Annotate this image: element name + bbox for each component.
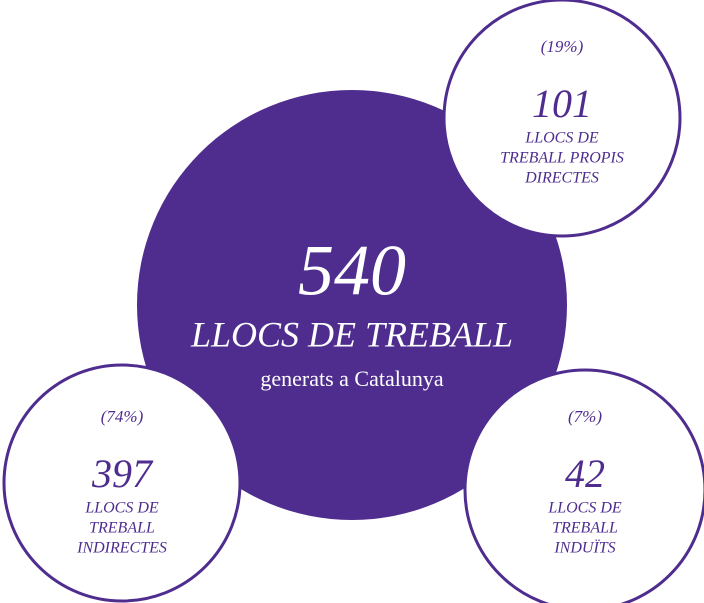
node-label: INDUÏTS [553,539,615,557]
node-circle [2,363,242,603]
node-percent: (74%) [101,407,144,426]
node-value: 42 [565,451,605,496]
node-label: LLOCS DE [524,130,599,147]
node-circle [442,0,682,238]
node-label: LLOCS DE [547,500,622,517]
main-value: 540 [298,231,406,311]
node-label: TREBALL [552,520,618,537]
node-value: 101 [532,81,592,126]
node-label: LLOCS DE [84,500,159,517]
main-sublabel: generats a Catalunya [260,366,443,391]
main-circle [137,90,567,520]
node-label: DIRECTES [524,170,599,187]
node-label: TREBALL [89,520,155,537]
node-label: TREBALL PROPIS [500,150,624,167]
node-percent: (7%) [568,407,602,426]
node-label: INDIRECTES [76,540,167,557]
node-percent: (19%) [541,37,584,56]
node-value: 397 [91,451,154,496]
node-circle [463,368,704,603]
main-label: LLOCS DE TREBALL [190,314,513,354]
